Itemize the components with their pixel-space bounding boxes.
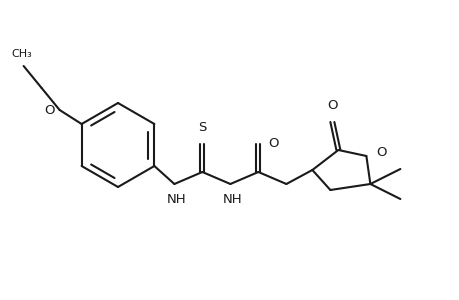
- Text: S: S: [198, 121, 206, 134]
- Text: O: O: [326, 99, 337, 112]
- Text: O: O: [44, 103, 55, 116]
- Text: NH: NH: [222, 193, 241, 206]
- Text: CH₃: CH₃: [11, 49, 32, 59]
- Text: O: O: [268, 136, 278, 149]
- Text: NH: NH: [166, 193, 186, 206]
- Text: O: O: [375, 146, 386, 158]
